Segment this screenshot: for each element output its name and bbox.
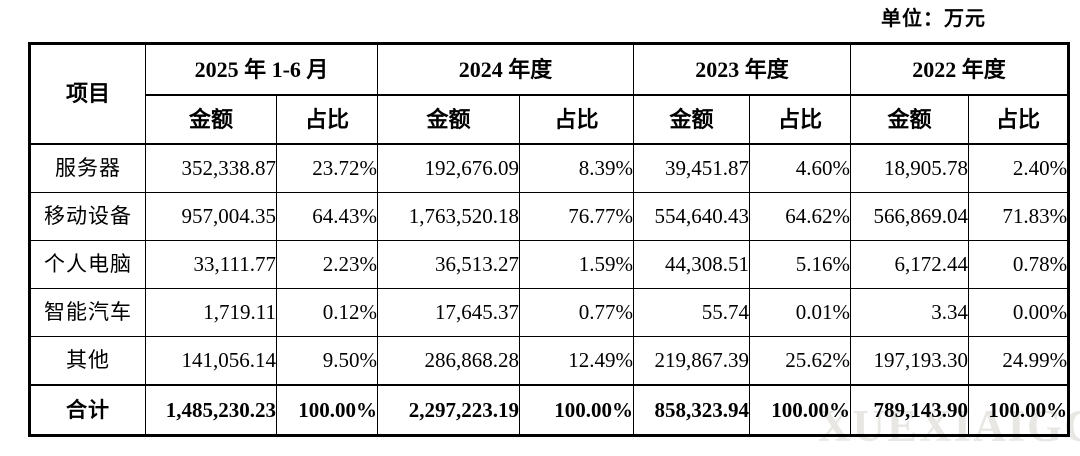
amount-cell: 197,193.30 xyxy=(850,336,970,386)
ratio-cell: 5.16% xyxy=(749,240,852,289)
column-header-item: 项目 xyxy=(29,43,146,145)
ratio-cell: 0.00% xyxy=(968,288,1070,337)
ratio-cell: 9.50% xyxy=(275,336,379,386)
column-header-ratio: 占比 xyxy=(519,94,635,145)
revenue-breakdown-table: 项目 2025 年 1-6 月 2024 年度 2023 年度 2022 年度 … xyxy=(28,42,1071,437)
ratio-cell: 23.72% xyxy=(275,143,379,193)
ratio-cell: 25.62% xyxy=(749,336,852,386)
row-label: 移动设备 xyxy=(29,192,146,241)
table-row-total: 合计 1,485,230.23 100.00% 2,297,223.19 100… xyxy=(29,384,1070,436)
row-label: 合计 xyxy=(29,384,146,436)
amount-cell: 36,513.27 xyxy=(377,240,521,289)
ratio-cell: 100.00% xyxy=(275,384,379,436)
ratio-cell: 2.23% xyxy=(275,240,379,289)
amount-cell: 858,323.94 xyxy=(633,384,751,436)
ratio-cell: 100.00% xyxy=(749,384,852,436)
row-label: 个人电脑 xyxy=(29,240,146,289)
amount-cell: 566,869.04 xyxy=(850,192,970,241)
amount-cell: 141,056.14 xyxy=(145,336,277,386)
amount-cell: 39,451.87 xyxy=(633,143,751,193)
ratio-cell: 100.00% xyxy=(519,384,635,436)
period-header-2022: 2022 年度 xyxy=(850,43,1070,96)
amount-cell: 1,485,230.23 xyxy=(145,384,277,436)
amount-cell: 2,297,223.19 xyxy=(377,384,521,436)
amount-cell: 192,676.09 xyxy=(377,143,521,193)
amount-cell: 6,172.44 xyxy=(850,240,970,289)
ratio-cell: 4.60% xyxy=(749,143,852,193)
row-label: 智能汽车 xyxy=(29,288,146,337)
table-row-smart-cars: 智能汽车 1,719.11 0.12% 17,645.37 0.77% 55.7… xyxy=(29,288,1070,337)
column-header-amount: 金额 xyxy=(850,94,970,145)
row-label: 服务器 xyxy=(29,143,146,193)
amount-cell: 44,308.51 xyxy=(633,240,751,289)
period-header-2024: 2024 年度 xyxy=(377,43,635,96)
column-header-ratio: 占比 xyxy=(275,94,379,145)
amount-cell: 352,338.87 xyxy=(145,143,277,193)
amount-cell: 33,111.77 xyxy=(145,240,277,289)
table-row-personal-computers: 个人电脑 33,111.77 2.23% 36,513.27 1.59% 44,… xyxy=(29,240,1070,289)
ratio-cell: 71.83% xyxy=(968,192,1070,241)
ratio-cell: 0.77% xyxy=(519,288,635,337)
table-row-others: 其他 141,056.14 9.50% 286,868.28 12.49% 21… xyxy=(29,336,1070,386)
row-label: 其他 xyxy=(29,336,146,386)
amount-cell: 957,004.35 xyxy=(145,192,277,241)
column-header-ratio: 占比 xyxy=(968,94,1070,145)
amount-cell: 18,905.78 xyxy=(850,143,970,193)
amount-cell: 55.74 xyxy=(633,288,751,337)
ratio-cell: 2.40% xyxy=(968,143,1070,193)
period-header-2023: 2023 年度 xyxy=(633,43,852,96)
amount-cell: 1,763,520.18 xyxy=(377,192,521,241)
table-row-mobile-devices: 移动设备 957,004.35 64.43% 1,763,520.18 76.7… xyxy=(29,192,1070,241)
amount-cell: 554,640.43 xyxy=(633,192,751,241)
ratio-cell: 0.01% xyxy=(749,288,852,337)
ratio-cell: 76.77% xyxy=(519,192,635,241)
amount-cell: 286,868.28 xyxy=(377,336,521,386)
header-row-periods: 项目 2025 年 1-6 月 2024 年度 2023 年度 2022 年度 xyxy=(29,43,1070,145)
ratio-cell: 12.49% xyxy=(519,336,635,386)
amount-cell: 219,867.39 xyxy=(633,336,751,386)
ratio-cell: 64.62% xyxy=(749,192,852,241)
period-header-2025-h1: 2025 年 1-6 月 xyxy=(144,43,379,96)
amount-cell: 1,719.11 xyxy=(145,288,277,337)
amount-cell: 789,143.90 xyxy=(850,384,970,436)
column-header-amount: 金额 xyxy=(377,94,521,145)
column-header-amount: 金额 xyxy=(633,94,751,145)
column-header-ratio: 占比 xyxy=(749,94,852,145)
unit-label: 单位：万元 xyxy=(881,8,986,30)
header-row-measures: 金额 占比 金额 占比 金额 占比 金额 占比 xyxy=(30,94,1070,145)
ratio-cell: 100.00% xyxy=(968,384,1070,436)
amount-cell: 3.34 xyxy=(850,288,970,337)
ratio-cell: 64.43% xyxy=(275,192,379,241)
ratio-cell: 24.99% xyxy=(968,336,1070,386)
ratio-cell: 1.59% xyxy=(519,240,635,289)
ratio-cell: 0.12% xyxy=(275,288,379,337)
ratio-cell: 0.78% xyxy=(968,240,1070,289)
amount-cell: 17,645.37 xyxy=(377,288,521,337)
table-row-servers: 服务器 352,338.87 23.72% 192,676.09 8.39% 3… xyxy=(29,143,1070,193)
column-header-amount: 金额 xyxy=(145,94,277,145)
ratio-cell: 8.39% xyxy=(519,143,635,193)
